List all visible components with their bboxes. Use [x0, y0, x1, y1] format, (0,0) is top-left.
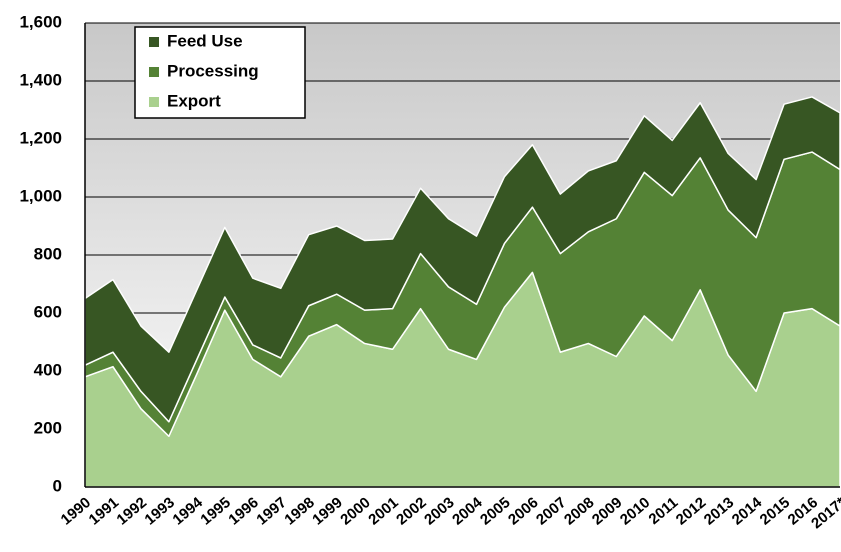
y-tick-label: 0 [53, 476, 62, 495]
x-tick-label: 1996 [225, 494, 261, 528]
x-tick-label: 2010 [617, 494, 653, 528]
x-tick-label: 2012 [673, 494, 709, 528]
x-tick-label: 2009 [589, 494, 625, 528]
x-tick-label: 2011 [645, 494, 681, 528]
legend-swatch [149, 67, 159, 77]
x-tick-label: 1992 [114, 494, 150, 528]
legend-swatch [149, 97, 159, 107]
y-tick-label: 1,600 [19, 12, 62, 31]
x-tick-label: 1997 [253, 494, 289, 528]
legend-box [134, 26, 306, 119]
y-tick-label: 1,200 [19, 128, 62, 147]
x-tick-label: 2001 [365, 494, 401, 528]
x-tick-label: 1994 [169, 494, 206, 529]
x-tick-label: 2008 [561, 494, 597, 528]
areas [84, 23, 841, 488]
x-tick-label: 1998 [281, 494, 317, 528]
x-tick-label: 2013 [701, 494, 737, 528]
y-tick-label: 600 [34, 302, 62, 321]
legend-label: Feed Use [167, 31, 243, 50]
x-tick-label: 2005 [477, 494, 513, 528]
y-tick-label: 1,400 [19, 70, 62, 89]
x-tick-label: 2002 [393, 494, 429, 528]
legend-label: Export [167, 91, 221, 110]
y-tick-label: 200 [34, 418, 62, 437]
x-tick-label: 1995 [197, 494, 233, 528]
x-tick-label: 2004 [449, 494, 486, 529]
x-tick-label: 1993 [142, 494, 178, 528]
x-tick-label: 1990 [58, 494, 94, 528]
x-tick-label: 2007 [533, 494, 569, 528]
y-tick-label: 800 [34, 244, 62, 263]
y-tick-label: 400 [34, 360, 62, 379]
legend-label: Processing [167, 61, 259, 80]
x-tick-label: 1991 [86, 494, 122, 528]
x-tick-label: 2014 [729, 494, 766, 529]
x-tick-label: 2000 [337, 494, 373, 528]
x-tick-label: 2006 [505, 494, 541, 528]
legend-swatch [149, 37, 159, 47]
x-tick-label: 2003 [421, 494, 457, 528]
area [84, 96, 841, 423]
legend: Feed Use Processing Export [134, 26, 306, 119]
y-tick-label: 1,000 [19, 186, 62, 205]
x-tick-label: 2015 [757, 494, 793, 528]
x-tick-label: 1999 [309, 494, 345, 528]
